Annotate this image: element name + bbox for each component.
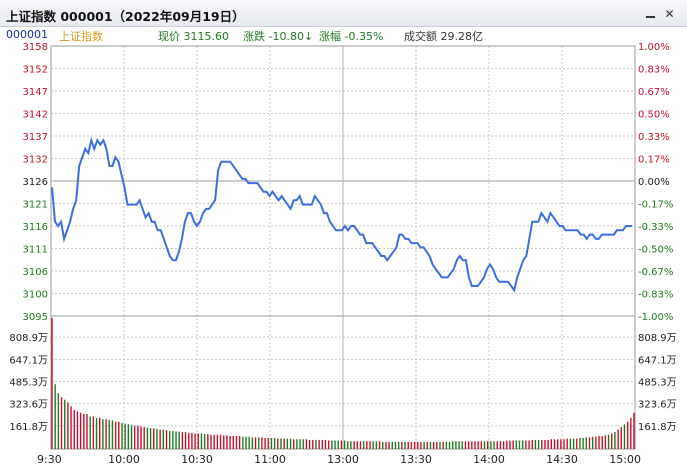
volume-tick-label: 647.1万 <box>638 355 677 366</box>
y-tick-label: 3142 <box>23 110 48 121</box>
volume-tick-label: 323.6万 <box>9 400 48 411</box>
y-tick-label: 3095 <box>23 312 48 323</box>
y-tick-label: 3111 <box>23 245 48 256</box>
chart-frame <box>50 45 636 450</box>
close-icon: ✕ <box>664 6 675 21</box>
y-pct-tick-label: -0.33% <box>638 222 673 233</box>
volume-tick-label: 161.8万 <box>9 422 48 433</box>
price-line <box>51 136 632 293</box>
stock-code: 000001 <box>6 28 48 41</box>
window-titlebar: 上证指数 000001（2022年09月19日） ✕ <box>0 0 687 27</box>
y-tick-label: 3158 <box>23 42 48 53</box>
stock-name: 上证指数 <box>59 30 103 43</box>
time-tick-label: 11:00 <box>254 453 286 466</box>
y-tick-label: 3132 <box>23 155 48 166</box>
volume-tick-label: 323.6万 <box>638 400 677 411</box>
y-pct-tick-label: -0.83% <box>638 290 673 301</box>
y-pct-tick-label: -0.67% <box>638 267 673 278</box>
y-pct-tick-label: 0.17% <box>638 155 670 166</box>
y-pct-tick-label: 0.83% <box>638 65 670 76</box>
minimize-button[interactable] <box>643 6 658 21</box>
time-tick-label: 9:30 <box>37 453 62 466</box>
time-tick-label: 10:30 <box>181 453 213 466</box>
close-button[interactable]: ✕ <box>662 6 677 21</box>
y-tick-label: 3152 <box>23 65 48 76</box>
y-pct-tick-label: -0.50% <box>638 245 673 256</box>
time-tick-label: 13:30 <box>400 453 432 466</box>
turnover: 成交额 29.28亿 <box>404 30 483 43</box>
y-pct-tick-label: 0.67% <box>638 87 670 98</box>
y-pct-tick-label: 0.33% <box>638 132 670 143</box>
y-pct-tick-label: 1.00% <box>638 42 670 53</box>
time-tick-label: 10:00 <box>108 453 140 466</box>
volume-tick-label: 808.9万 <box>638 333 677 344</box>
price-change: 涨跌 -10.80↓ <box>243 30 314 43</box>
y-pct-tick-label: 0.50% <box>638 110 670 121</box>
y-tick-label: 3100 <box>23 290 48 301</box>
time-tick-label: 14:00 <box>473 453 505 466</box>
volume-tick-label: 161.8万 <box>638 422 677 433</box>
y-tick-label: 3126 <box>23 177 48 188</box>
current-price: 现价 3115.60 <box>158 30 229 43</box>
y-tick-label: 3116 <box>23 222 48 233</box>
y-tick-label: 3137 <box>23 132 48 143</box>
y-tick-label: 3106 <box>23 267 48 278</box>
y-tick-label: 3121 <box>23 200 48 211</box>
window-title: 上证指数 000001（2022年09月19日） <box>6 9 245 24</box>
volume-tick-label: 485.3万 <box>9 378 48 389</box>
change-percent: 涨幅 -0.35% <box>319 30 384 43</box>
quote-info-bar: 000001 上证指数 现价 3115.60 涨跌 -10.80↓ 涨幅 -0.… <box>0 27 687 43</box>
y-pct-tick-label: -0.17% <box>638 200 673 211</box>
time-tick-label: 15:00 <box>609 453 641 466</box>
time-tick-label: 13:00 <box>327 453 359 466</box>
volume-tick-label: 647.1万 <box>9 355 48 366</box>
volume-tick-label: 808.9万 <box>9 333 48 344</box>
y-pct-tick-label: 0.00% <box>638 177 670 188</box>
minimize-icon <box>646 16 655 18</box>
time-tick-label: 14:30 <box>546 453 578 466</box>
y-tick-label: 3147 <box>23 87 48 98</box>
volume-tick-label: 485.3万 <box>638 378 677 389</box>
y-pct-tick-label: -1.00% <box>638 312 673 323</box>
